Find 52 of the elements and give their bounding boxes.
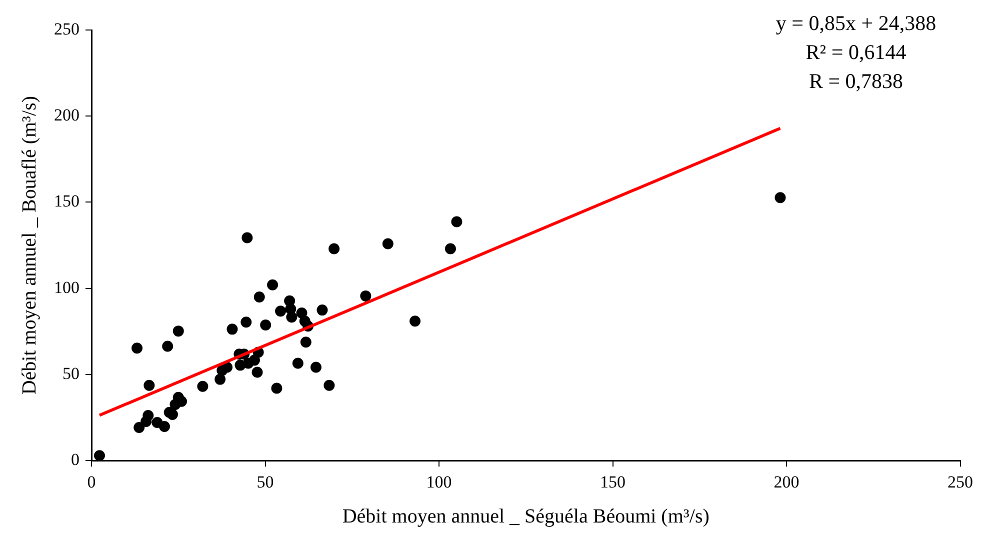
point — [451, 216, 462, 228]
point — [444, 243, 456, 254]
x-axis-title: Débit moyen annuel _ Séguéla Béoumi (m³/s) — [342, 505, 710, 528]
point — [275, 306, 286, 317]
point — [240, 316, 252, 328]
point — [222, 362, 233, 373]
point — [242, 232, 253, 244]
point — [214, 374, 226, 385]
y-tick-label: 200 — [54, 106, 80, 125]
point — [226, 324, 238, 335]
point — [286, 312, 298, 323]
point — [360, 290, 372, 302]
y-tick-label: 50 — [62, 364, 80, 383]
point — [382, 238, 394, 250]
x-tick-label: 100 — [426, 472, 452, 492]
point — [300, 336, 312, 348]
annotation: R = 0,7838 — [808, 69, 904, 94]
point — [310, 362, 322, 373]
point — [162, 340, 174, 352]
y-tick-label: 150 — [54, 192, 80, 211]
point — [324, 380, 335, 391]
y-tick-label: 100 — [54, 278, 80, 297]
point — [158, 420, 170, 432]
point — [252, 366, 263, 378]
point — [197, 380, 208, 392]
point — [94, 450, 105, 461]
point — [316, 304, 328, 316]
x-tick-label: 50 — [256, 472, 274, 492]
point — [166, 408, 178, 420]
annotation: y = 0,85x + 24,388 — [776, 11, 936, 36]
annotation: R² = 0,6144 — [806, 40, 907, 64]
point — [410, 316, 421, 327]
point — [774, 192, 786, 204]
point — [260, 320, 272, 331]
point — [271, 382, 282, 394]
point — [134, 422, 145, 434]
point — [144, 380, 155, 391]
point — [254, 291, 265, 302]
x-tick-label: 0 — [87, 472, 96, 492]
x-tick-label: 150 — [600, 472, 626, 492]
point — [248, 354, 260, 366]
point — [172, 326, 184, 337]
point — [292, 358, 304, 369]
y-tick-label: 250 — [54, 19, 80, 38]
point — [328, 243, 340, 254]
point — [132, 342, 143, 354]
point — [267, 279, 278, 290]
x-tick-label: 200 — [774, 472, 800, 492]
y-tick-label: 0 — [71, 450, 80, 470]
point — [142, 410, 154, 421]
x-tick-label: 250 — [948, 472, 973, 492]
y-axis-title: Débit moyen annuel _ Bouaflé (m³/s) — [18, 96, 40, 395]
